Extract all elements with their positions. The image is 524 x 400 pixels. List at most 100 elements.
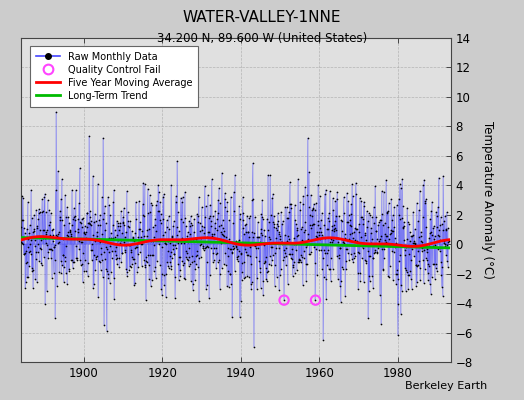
Point: [31, 276, 39, 282]
Point: [74, 216, 82, 222]
Point: [399, 224, 407, 231]
Point: [416, 265, 424, 271]
Point: [370, 220, 378, 226]
Point: [221, 250, 230, 256]
Point: [150, 242, 158, 249]
Point: [186, 260, 194, 267]
Point: [340, 210, 348, 217]
Point: [31, 243, 39, 250]
Point: [244, 252, 253, 258]
Point: [151, 275, 160, 281]
Point: [350, 229, 358, 236]
Point: [349, 235, 357, 241]
Point: [389, 228, 398, 234]
Point: [436, 245, 444, 251]
Point: [401, 247, 409, 254]
Point: [311, 207, 319, 214]
Point: [171, 241, 179, 248]
Point: [276, 233, 285, 239]
Point: [139, 256, 148, 263]
Point: [394, 300, 402, 307]
Point: [189, 286, 197, 293]
Point: [39, 226, 47, 233]
Point: [225, 236, 234, 242]
Point: [121, 233, 129, 240]
Point: [323, 214, 332, 221]
Point: [114, 220, 122, 227]
Point: [207, 244, 215, 251]
Point: [377, 320, 386, 327]
Point: [296, 199, 304, 206]
Point: [416, 187, 424, 194]
Point: [305, 168, 313, 175]
Point: [242, 229, 250, 235]
Point: [266, 172, 275, 179]
Point: [24, 236, 32, 242]
Point: [316, 225, 324, 232]
Point: [246, 253, 254, 260]
Point: [255, 265, 264, 271]
Point: [277, 238, 286, 245]
Point: [351, 253, 359, 259]
Point: [438, 272, 446, 278]
Point: [212, 250, 221, 256]
Point: [346, 217, 354, 223]
Point: [220, 190, 228, 196]
Point: [263, 278, 271, 284]
Point: [116, 240, 125, 246]
Point: [18, 241, 27, 248]
Point: [383, 233, 391, 239]
Point: [179, 240, 188, 246]
Point: [116, 237, 125, 244]
Point: [83, 272, 92, 279]
Point: [177, 216, 185, 222]
Point: [128, 253, 136, 260]
Point: [110, 275, 118, 282]
Point: [443, 258, 452, 264]
Point: [293, 233, 301, 239]
Point: [242, 220, 250, 227]
Point: [370, 248, 379, 255]
Point: [200, 230, 209, 236]
Point: [132, 230, 140, 236]
Point: [141, 257, 150, 264]
Point: [373, 236, 381, 242]
Point: [388, 212, 397, 219]
Point: [70, 259, 79, 266]
Point: [296, 206, 304, 213]
Point: [389, 277, 397, 283]
Point: [173, 208, 182, 215]
Point: [145, 192, 154, 198]
Point: [420, 280, 428, 286]
Point: [143, 233, 151, 239]
Point: [114, 222, 123, 229]
Point: [66, 226, 74, 233]
Point: [74, 228, 82, 235]
Point: [159, 194, 167, 200]
Point: [201, 214, 209, 220]
Point: [80, 229, 89, 235]
Point: [259, 292, 267, 298]
Point: [314, 246, 323, 253]
Point: [329, 237, 337, 243]
Point: [179, 262, 188, 268]
Point: [232, 243, 240, 249]
Point: [251, 214, 259, 220]
Point: [411, 240, 420, 247]
Point: [46, 245, 54, 252]
Point: [37, 237, 45, 243]
Text: Berkeley Earth: Berkeley Earth: [405, 381, 487, 391]
Point: [263, 215, 271, 222]
Point: [411, 262, 420, 268]
Point: [32, 207, 40, 214]
Point: [418, 244, 426, 251]
Point: [62, 232, 71, 239]
Point: [324, 247, 332, 253]
Point: [389, 224, 398, 230]
Point: [225, 284, 233, 290]
Point: [369, 204, 378, 210]
Point: [202, 258, 211, 265]
Point: [261, 254, 270, 260]
Point: [35, 206, 43, 212]
Point: [162, 271, 170, 278]
